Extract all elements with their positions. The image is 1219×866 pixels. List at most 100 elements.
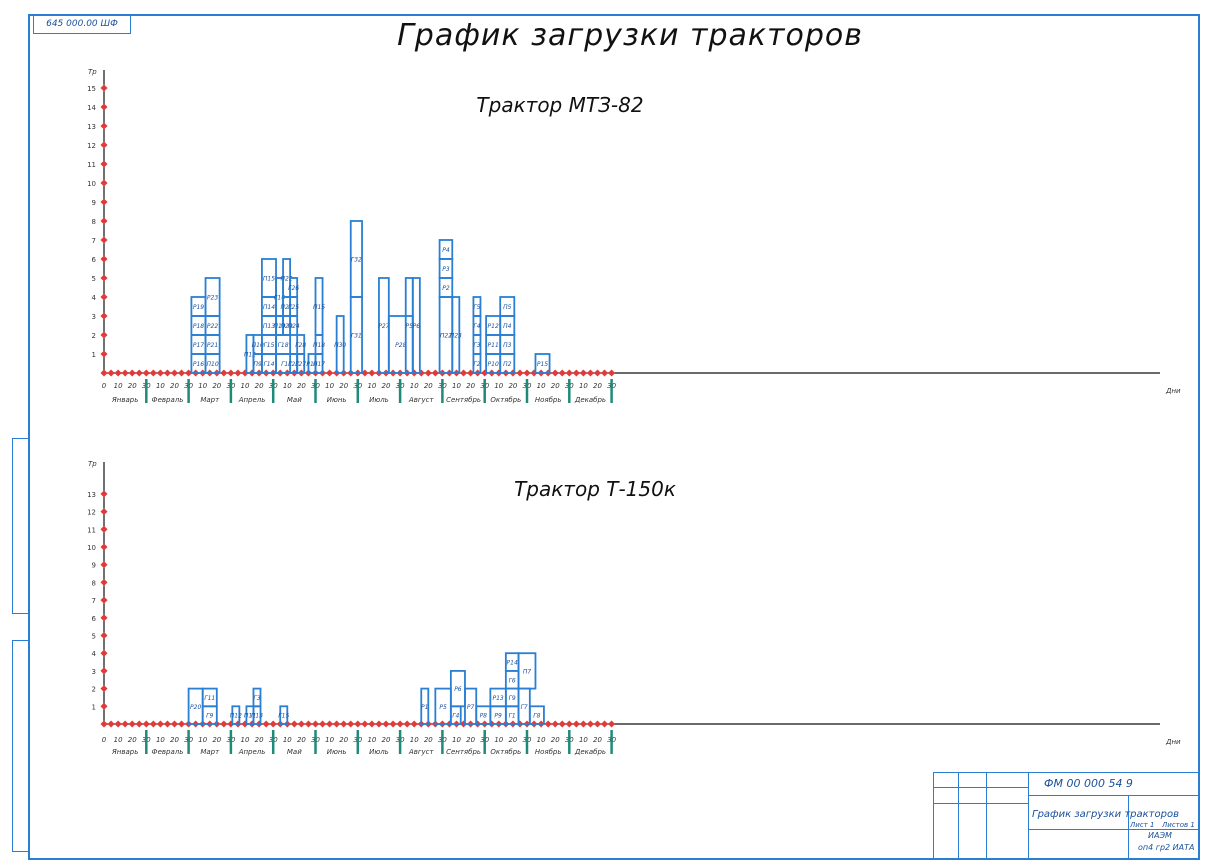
month-label: Апрель	[238, 748, 266, 756]
x-tick-label: 20	[212, 736, 221, 744]
bar-label: Г9	[206, 713, 213, 720]
x-tick-marker	[579, 369, 587, 377]
bar-label: Р6	[454, 686, 462, 693]
y-tick-label: 6	[92, 256, 97, 264]
y-tick-label: 4	[92, 650, 97, 658]
x-tick-marker	[142, 720, 150, 728]
y-tick-marker	[100, 103, 108, 111]
load-bar	[534, 353, 551, 374]
bar-label: П9	[254, 361, 263, 368]
y-tick-marker	[100, 312, 108, 320]
x-tick-label: 20	[297, 382, 306, 390]
bar-label: Г3	[473, 342, 480, 349]
y-tick-marker	[100, 525, 108, 533]
x-tick-label: 10	[325, 382, 334, 390]
y-axis-unit: Тр	[88, 68, 97, 76]
x-tick-marker	[558, 720, 566, 728]
bar-label: П10	[206, 361, 218, 368]
group: оп4 гр2 ИАТА	[1138, 843, 1195, 852]
bar-label: Р2	[442, 285, 450, 292]
x-tick-label: 10	[114, 382, 123, 390]
y-tick-marker	[100, 543, 108, 551]
x-tick-marker	[572, 369, 580, 377]
x-tick-marker	[142, 369, 150, 377]
x-tick-marker	[149, 720, 157, 728]
y-tick-label: 12	[87, 142, 96, 150]
chart-title: Трактор Т-150к	[514, 477, 676, 501]
bar-label: Г17	[281, 361, 292, 368]
x-tick-marker	[347, 720, 355, 728]
y-tick-label: 1	[92, 351, 96, 359]
drawing-name: График загрузки тракторов	[1032, 809, 1179, 820]
bar-label: Г3	[253, 695, 260, 702]
y-tick-label: 4	[92, 294, 97, 302]
bar-label: Р16	[193, 361, 204, 368]
bar-label: П4	[503, 323, 512, 330]
x-tick-label: 20	[466, 736, 475, 744]
bar-label: П22	[281, 276, 293, 283]
x-tick-marker	[220, 369, 228, 377]
sheet-number: Лист 1	[1130, 821, 1155, 829]
x-tick-marker	[460, 369, 468, 377]
bar-label: Р9	[494, 713, 502, 720]
x-tick-label: 10	[283, 382, 292, 390]
month-label: Декабрь	[574, 748, 606, 756]
bar-label: Г9	[509, 695, 516, 702]
x-tick-marker	[601, 720, 609, 728]
x-tick-label: 20	[170, 736, 179, 744]
x-tick-marker	[269, 720, 277, 728]
y-tick-label: 10	[87, 180, 96, 188]
bar-label: Р4	[442, 247, 450, 254]
x-tick-marker	[107, 720, 115, 728]
x-tick-marker	[311, 720, 320, 728]
x-tick-marker	[326, 720, 334, 728]
x-tick-marker	[135, 369, 143, 377]
x-tick-marker	[128, 369, 136, 377]
x-tick-label: 20	[593, 382, 602, 390]
y-tick-label: 12	[87, 509, 96, 517]
x-tick-marker	[593, 720, 602, 728]
x-tick-label: 10	[494, 382, 503, 390]
y-tick-marker	[100, 217, 108, 225]
page-title: График загрузки тракторов	[397, 18, 863, 53]
month-label: Апрель	[238, 396, 266, 404]
load-bar	[289, 277, 299, 298]
bar-label: П24	[288, 323, 300, 330]
bar-label: П19	[273, 323, 285, 330]
x-tick-marker	[551, 720, 559, 728]
load-bar	[451, 296, 461, 374]
y-tick-label: 9	[92, 562, 96, 570]
bar-label: П22	[440, 333, 452, 340]
y-tick-label: 7	[92, 597, 96, 605]
bar-label: Г14	[263, 361, 274, 368]
x-tick-label: 10	[367, 382, 376, 390]
bar-label: П13	[251, 713, 263, 720]
bar-label: Г4	[452, 713, 459, 720]
y-tick-label: 13	[87, 491, 96, 499]
bar-label: П2	[503, 361, 512, 368]
bar-label: Р18	[193, 323, 204, 330]
x-tick-label: 10	[325, 736, 334, 744]
x-tick-marker	[382, 720, 390, 728]
x-tick-marker	[149, 369, 157, 377]
x-tick-marker	[163, 720, 171, 728]
load-bar	[296, 334, 306, 355]
y-tick-marker	[100, 508, 108, 516]
x-tick-label: 10	[156, 382, 165, 390]
x-tick-marker	[262, 720, 270, 728]
month-label: Август	[408, 396, 435, 404]
x-tick-marker	[227, 369, 235, 377]
y-tick-label: 14	[87, 104, 96, 112]
load-bar	[472, 296, 482, 317]
x-tick-marker	[424, 369, 432, 377]
x-tick-marker	[467, 369, 475, 377]
x-tick-label: 10	[156, 736, 165, 744]
bar-label: Г7	[521, 704, 528, 711]
bar-label: Г6	[509, 677, 516, 684]
month-label: Октябрь	[490, 748, 521, 756]
x-tick-label: 10	[410, 736, 419, 744]
bar-label: Г27	[295, 361, 306, 368]
x-tick-marker	[319, 720, 327, 728]
load-bar	[335, 315, 345, 374]
